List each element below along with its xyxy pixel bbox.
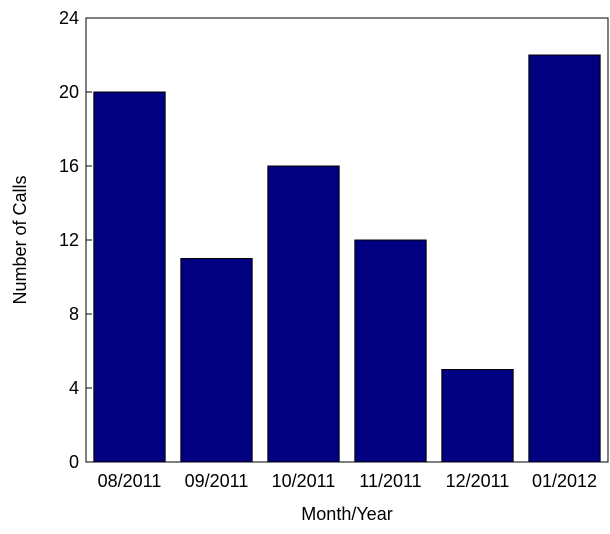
y-axis-title: Number of Calls — [10, 175, 30, 304]
y-tick-label: 0 — [69, 452, 79, 472]
y-tick-label: 16 — [59, 156, 79, 176]
x-tick-label: 09/2011 — [185, 471, 249, 491]
x-tick-label: 01/2012 — [532, 471, 597, 491]
y-tick-label: 12 — [59, 230, 79, 250]
y-axis: 0 4 8 12 16 20 24 — [59, 8, 92, 472]
bar-12-2011 — [441, 369, 514, 463]
bar-10-2011 — [267, 165, 340, 463]
bar-01-2012 — [528, 54, 601, 463]
bar-series — [93, 54, 601, 463]
bar-08-2011 — [93, 91, 166, 463]
x-tick-label: 08/2011 — [98, 471, 162, 491]
x-tick-label: 12/2011 — [446, 471, 510, 491]
x-tick-label: 11/2011 — [359, 471, 421, 491]
y-tick-label: 8 — [69, 304, 79, 324]
x-axis-title: Month/Year — [301, 504, 392, 524]
x-axis: 08/2011 09/2011 10/2011 11/2011 12/2011 01/20… — [98, 471, 597, 491]
y-tick-label: 24 — [59, 8, 79, 28]
bar-11-2011 — [354, 239, 427, 463]
y-tick-label: 4 — [69, 378, 79, 398]
bar-09-2011 — [180, 258, 253, 463]
y-tick-label: 20 — [59, 82, 79, 102]
x-tick-label: 10/2011 — [272, 471, 336, 491]
